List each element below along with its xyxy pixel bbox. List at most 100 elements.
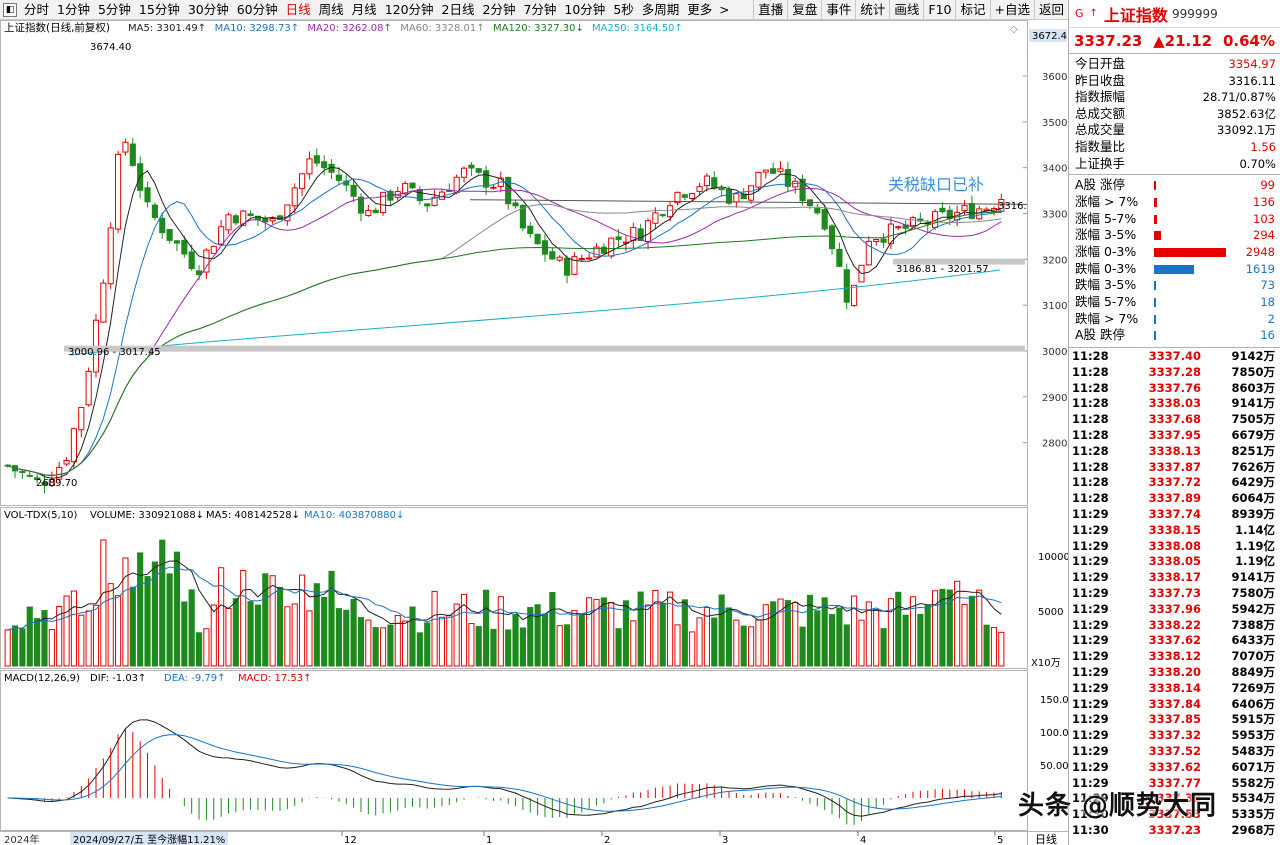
tick-volume: 6429万 bbox=[1231, 475, 1275, 490]
period-tab-11[interactable]: 2分钟 bbox=[482, 1, 516, 17]
period-tab-13[interactable]: 10分钟 bbox=[564, 1, 606, 17]
period-tab-16[interactable]: 更多 bbox=[687, 1, 713, 17]
period-tab-3[interactable]: 15分钟 bbox=[138, 1, 180, 17]
ma60-line bbox=[7, 203, 1002, 477]
diamond-icon[interactable]: ◇ bbox=[1010, 24, 1018, 35]
candle-body bbox=[195, 270, 203, 276]
volume-bar bbox=[799, 626, 806, 667]
period-tab-14[interactable]: 5秒 bbox=[613, 1, 634, 17]
volume-bar bbox=[637, 591, 644, 667]
macd-tick-label: 50.00 bbox=[1040, 761, 1068, 772]
breadth-row: 跌幅 5-7% 18 bbox=[1069, 294, 1280, 311]
breadth-count: 294 bbox=[1253, 228, 1275, 243]
candle-body bbox=[19, 470, 26, 473]
volume-bar bbox=[983, 624, 990, 667]
volume-bar bbox=[681, 599, 688, 667]
tick-time: 11:30 bbox=[1072, 807, 1109, 822]
candle-body bbox=[173, 240, 181, 244]
period-tab-12[interactable]: 7分钟 bbox=[523, 1, 557, 17]
candle-body bbox=[85, 370, 92, 406]
tick-row: 11:29 3337.52 5483万 bbox=[1069, 744, 1280, 760]
tool-button-1[interactable]: 复盘 bbox=[787, 0, 821, 20]
volume-bar bbox=[247, 601, 254, 667]
candle-body bbox=[578, 258, 585, 261]
candle-body bbox=[63, 460, 70, 465]
candle-body bbox=[203, 249, 210, 273]
candle-body bbox=[895, 226, 902, 229]
period-tab-6[interactable]: 日线 bbox=[285, 1, 311, 17]
stat-label: 今日开盘 bbox=[1075, 56, 1126, 71]
tick-row: 11:29 3337.77 5582万 bbox=[1069, 776, 1280, 792]
volume-bar bbox=[932, 590, 939, 667]
chart-area[interactable]: 3600 3500 3400 3300 3200 3100 3000 2900 2800 上证指数… bbox=[0, 20, 1068, 845]
volume-bar bbox=[954, 580, 961, 667]
candle-body bbox=[512, 202, 519, 207]
candle-body bbox=[247, 213, 254, 217]
tick-row: 11:29 3338.08 1.19亿 bbox=[1069, 539, 1280, 555]
volume-bar bbox=[254, 604, 262, 667]
breadth-bar bbox=[1154, 314, 1156, 324]
candle-body bbox=[659, 214, 666, 217]
candle-body bbox=[41, 482, 48, 486]
more-chevron-icon[interactable]: > bbox=[719, 2, 730, 17]
volume-bar bbox=[85, 610, 92, 667]
volume-bar bbox=[137, 552, 144, 667]
breadth-bar bbox=[1154, 264, 1194, 274]
month-label: 2 bbox=[604, 835, 610, 845]
tick-time: 11:29 bbox=[1072, 507, 1109, 521]
period-tab-2[interactable]: 5分钟 bbox=[97, 1, 131, 17]
month-label: 1 bbox=[486, 835, 492, 845]
candle-body bbox=[821, 209, 828, 230]
candle-body bbox=[262, 217, 269, 223]
tick-volume: 7505万 bbox=[1231, 412, 1275, 427]
candle-body bbox=[740, 193, 747, 200]
period-tab-1[interactable]: 1分钟 bbox=[57, 1, 90, 17]
stat-row: 指数振幅 28.71/0.87% bbox=[1069, 89, 1280, 106]
tick-price: 3338.22 bbox=[1148, 617, 1201, 632]
tool-button-3[interactable]: 统计 bbox=[855, 0, 889, 20]
volume-bar bbox=[379, 627, 387, 667]
volume-bar bbox=[41, 610, 48, 667]
ma-label: MA120: 3327.30↓ bbox=[493, 23, 584, 34]
candle-body bbox=[755, 171, 762, 188]
tool-button-4[interactable]: 画线 bbox=[889, 0, 923, 20]
tool-button-6[interactable]: 标记 bbox=[955, 0, 989, 20]
candle-body bbox=[703, 175, 710, 187]
macd-histogram bbox=[14, 728, 1002, 825]
period-tab-5[interactable]: 60分钟 bbox=[236, 1, 278, 17]
period-tab-7[interactable]: 周线 bbox=[318, 1, 344, 17]
candle-body bbox=[159, 217, 166, 234]
tick-price: 3338.14 bbox=[1148, 680, 1201, 695]
tick-volume: 5942万 bbox=[1231, 601, 1275, 616]
tick-row: 11:28 3338.13 8251万 bbox=[1069, 444, 1280, 460]
period-tab-10[interactable]: 2日线 bbox=[441, 1, 475, 17]
tool-button-2[interactable]: 事件 bbox=[821, 0, 855, 20]
tool-button-5[interactable]: F10 bbox=[923, 0, 955, 20]
macd-label: DEA: -9.79↑ bbox=[164, 673, 225, 684]
period-tab-8[interactable]: 月线 bbox=[351, 1, 377, 17]
toolbar-menu-icon[interactable]: ◧ bbox=[3, 2, 17, 17]
breadth-label: A股 跌停 bbox=[1075, 327, 1126, 343]
candle-body bbox=[313, 155, 320, 164]
volume-bar bbox=[806, 594, 814, 667]
candle-body bbox=[961, 205, 968, 212]
period-tab-0[interactable]: 分时 bbox=[24, 1, 50, 17]
tool-button-8[interactable]: 返回 bbox=[1033, 0, 1068, 20]
tick-volume: 6064万 bbox=[1231, 491, 1275, 506]
candle-body bbox=[269, 218, 276, 222]
tick-time: 11:29 bbox=[1072, 522, 1109, 537]
tick-list[interactable]: 11:28 3337.40 9142万 11:28 3337.28 7850万 11:28 3… bbox=[1069, 348, 1280, 839]
period-tab-4[interactable]: 30分钟 bbox=[187, 1, 229, 17]
volume-bar bbox=[563, 624, 571, 667]
tick-time: 11:28 bbox=[1072, 459, 1109, 474]
period-tab-9[interactable]: 120分钟 bbox=[384, 1, 434, 17]
cursor-date-box bbox=[70, 832, 228, 845]
tool-button-0[interactable]: 直播 bbox=[753, 0, 787, 20]
stat-label: 昨日收盘 bbox=[1075, 72, 1126, 88]
tool-button-7[interactable]: +自选 bbox=[989, 0, 1034, 20]
gap-line bbox=[469, 199, 1028, 205]
period-tab-15[interactable]: 多周期 bbox=[641, 1, 680, 17]
volume-bar bbox=[115, 595, 122, 667]
macd-label: MACD(12,26,9) bbox=[4, 673, 80, 684]
tool-buttons: 直播 复盘 事件 统计 画线 F10 标记 +自选 返回 bbox=[753, 0, 1068, 20]
